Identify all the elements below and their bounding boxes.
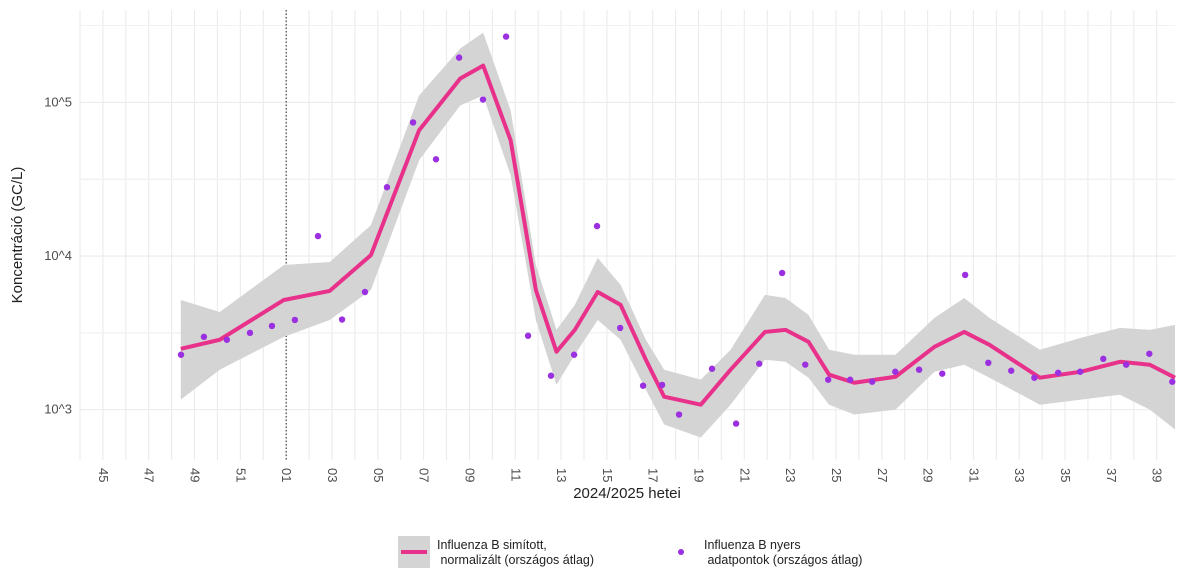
data-point (524, 332, 532, 339)
data-point (455, 54, 463, 61)
legend-label: Influenza B nyers adatpontok (országos á… (704, 538, 863, 567)
data-point (824, 376, 832, 383)
data-point (200, 333, 208, 341)
data-point (314, 232, 322, 240)
data-point (1100, 355, 1107, 363)
data-point (432, 156, 440, 163)
x-tick-label: 37 (1104, 468, 1119, 482)
data-point (1123, 361, 1130, 368)
y-axis-title: Koncentráció (GC/L) (9, 167, 26, 304)
x-tick-label: 21 (737, 468, 752, 482)
data-point (732, 420, 740, 427)
x-tick-label: 17 (646, 468, 661, 482)
data-point (223, 336, 231, 343)
x-tick-label: 03 (325, 468, 340, 482)
x-tick-label: 51 (233, 468, 248, 482)
data-point (1008, 367, 1015, 374)
x-tick-label: 05 (371, 468, 386, 482)
smoothed-line (180, 63, 1176, 407)
x-axis-title: 2024/2025 hetei (573, 485, 681, 502)
data-point (570, 351, 578, 358)
data-point (547, 372, 555, 379)
data-point (756, 360, 763, 367)
x-tick-label: 15 (600, 468, 615, 482)
x-tick-label: 27 (875, 468, 890, 482)
data-point (658, 381, 666, 389)
data-point (361, 288, 369, 296)
data-point (338, 316, 346, 323)
x-tick-label: 13 (554, 468, 569, 482)
data-point (892, 368, 899, 375)
x-tick-label: 35 (1058, 468, 1073, 482)
plot-layer: 10^3 10^4 10^5 45 47 49 51 01 03 05 07 09 11 13 15 17 19… (44, 10, 1176, 568)
data-point (868, 378, 876, 385)
confidence-band (180, 32, 1175, 438)
x-tick-label: 07 (417, 468, 432, 482)
data-point (1031, 374, 1038, 381)
y-tick-label: 10^4 (44, 248, 72, 263)
x-tick-label: 01 (279, 468, 294, 482)
x-tick-label: 19 (692, 468, 707, 482)
data-point (268, 322, 276, 330)
data-point (291, 316, 299, 324)
data-point (1169, 378, 1176, 385)
data-point (479, 96, 487, 103)
x-tick-label: 09 (462, 468, 477, 482)
data-point (708, 365, 716, 372)
data-point (593, 222, 601, 230)
data-point (675, 411, 683, 418)
data-point (961, 271, 969, 279)
data-point (409, 119, 417, 126)
data-point (802, 361, 809, 368)
x-tick-label: 31 (966, 468, 981, 482)
x-tick-label: 33 (1012, 468, 1027, 482)
data-point (778, 269, 786, 277)
data-point (383, 184, 391, 191)
x-tick-label: 45 (96, 468, 111, 482)
x-tick-label: 29 (921, 468, 936, 482)
data-point (1054, 369, 1062, 376)
legend-key (678, 549, 684, 555)
data-point (616, 324, 624, 332)
x-tick-label: 11 (508, 468, 523, 482)
legend-label: Influenza B simított, normalizált (orszá… (437, 538, 595, 567)
y-tick-label: 10^3 (44, 402, 72, 417)
data-point (246, 329, 254, 337)
data-point (1076, 368, 1084, 375)
x-tick-label: 25 (829, 468, 844, 482)
data-point (846, 376, 854, 383)
data-point (639, 382, 647, 389)
data-point (915, 366, 923, 373)
y-tick-label: 10^5 (44, 94, 72, 109)
data-point (939, 370, 946, 377)
x-tick-label: 49 (188, 468, 203, 482)
data-point (502, 33, 510, 40)
x-tick-label: 47 (142, 468, 157, 482)
x-tick-label: 39 (1150, 468, 1165, 482)
x-tick-label: 23 (783, 468, 798, 482)
data-point (985, 359, 992, 367)
data-point (1146, 350, 1153, 357)
data-point (177, 351, 185, 358)
